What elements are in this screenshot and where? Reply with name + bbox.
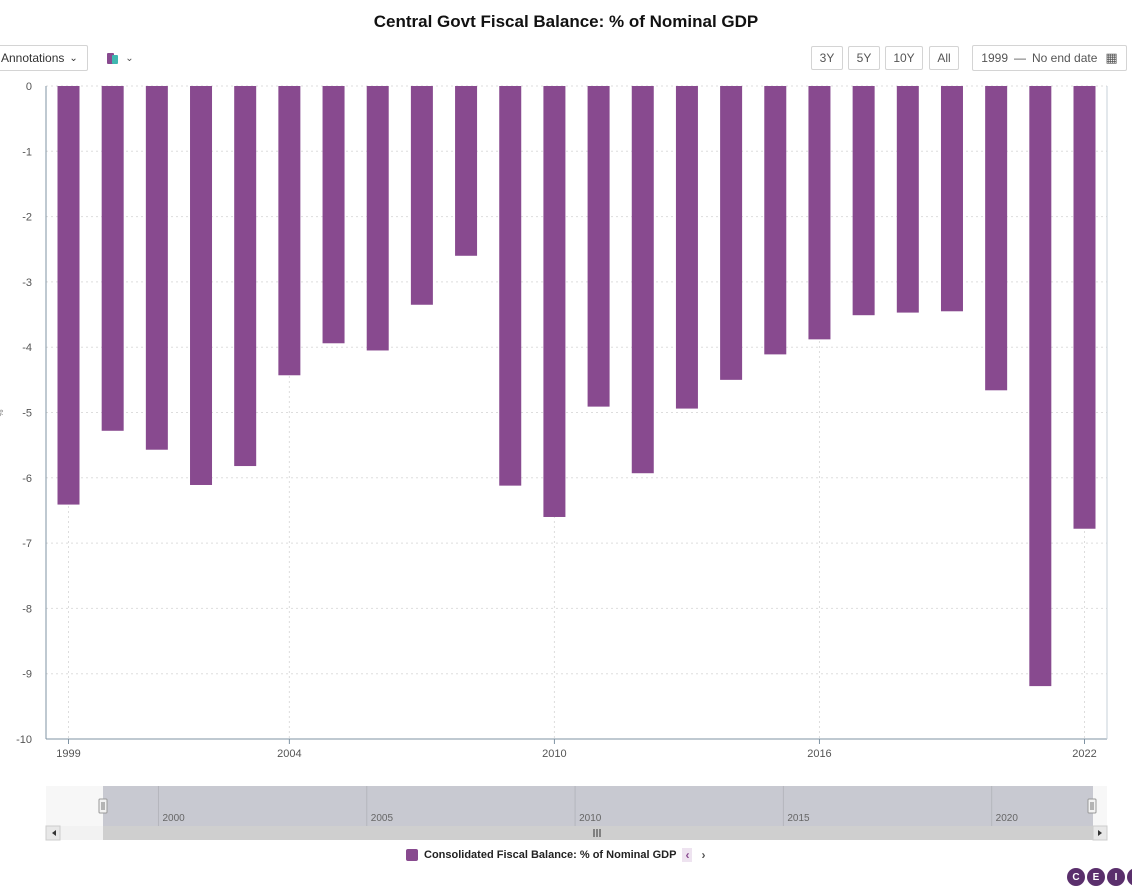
palette-dropdown[interactable]: ⌄ [104,47,136,69]
scrollbar-thumb[interactable] [103,826,1093,840]
y-tick-label: -6 [22,473,32,485]
bar [190,86,213,485]
date-start: 1999 [981,51,1008,65]
y-tick-label: -7 [22,538,32,550]
x-tick-label: 2004 [277,748,301,760]
bar [455,86,478,256]
legend-prev-button[interactable]: ‹ [682,848,693,862]
y-tick-label: -3 [22,277,32,289]
bar [985,86,1008,391]
chevron-down-icon: ⌄ [69,52,78,64]
arrow-left-icon [52,830,56,836]
bar [1029,86,1052,687]
bar [808,86,831,340]
chart-title: Central Govt Fiscal Balance: % of Nomina… [373,12,759,31]
bar [57,86,80,505]
legend: Consolidated Fiscal Balance: % of Nomina… [406,848,708,862]
bar [764,86,787,355]
navigator-handle[interactable] [1087,798,1097,814]
annotations-dropdown[interactable]: Annotations ⌄ [0,45,88,71]
bar [322,86,345,344]
y-tick-label: -1 [22,146,32,158]
y-tick-label: -8 [22,603,32,615]
x-tick-label: 2016 [807,748,831,760]
bar [278,86,301,376]
bar [101,86,124,431]
navigator-handle[interactable] [98,798,108,814]
navigator-tick-label: 2015 [787,813,810,824]
x-tick-label: 2010 [542,748,566,760]
bar [145,86,168,450]
chevron-down-icon: ⌄ [125,52,134,64]
x-tick-label: 1999 [56,748,80,760]
arrow-right-icon [1098,830,1102,836]
logo-letter: C [1067,868,1085,886]
bar [896,86,919,313]
bar [543,86,566,517]
bar [720,86,743,380]
range-3y-button[interactable]: 3Y [811,46,843,70]
legend-label[interactable]: Consolidated Fiscal Balance: % of Nomina… [424,849,677,861]
range-10y-button[interactable]: 10Y [885,46,923,70]
date-separator: — [1014,51,1026,65]
date-range-picker[interactable]: 1999 — No end date ▦ [972,45,1127,71]
range-5y-button[interactable]: 5Y [848,46,880,70]
ceic-logo: C E I C [1067,868,1132,886]
annotations-label: Annotations [1,51,65,65]
y-tick-label: -4 [22,342,32,354]
y-tick-label: -5 [22,408,32,420]
y-axis-label: % [0,409,5,416]
x-tick-label: 2022 [1072,748,1096,760]
navigator-tick-label: 2010 [579,813,602,824]
bar [1073,86,1096,529]
navigator-tick-label: 2000 [162,813,185,824]
range-all-button[interactable]: All [929,46,959,70]
bar [410,86,433,305]
navigator-tick-label: 2020 [996,813,1019,824]
y-tick-label: 0 [26,81,32,93]
bar [366,86,389,351]
navigator-tick-label: 2005 [371,813,394,824]
navigator-selection [103,786,1093,826]
bar [631,86,654,474]
calendar-icon: ▦ [1105,50,1118,65]
bar [852,86,875,316]
legend-swatch[interactable] [406,849,418,861]
bar [675,86,698,409]
y-tick-label: -2 [22,212,32,224]
logo-letter: E [1087,868,1105,886]
bar [587,86,610,407]
y-tick-label: -10 [16,734,32,746]
bar [940,86,963,312]
palette-icon [107,53,119,64]
logo-letter: C [1127,868,1132,886]
date-end: No end date [1032,51,1098,65]
y-tick-label: -9 [22,669,32,681]
bar [499,86,522,486]
bar [234,86,257,467]
legend-next-button[interactable]: › [701,848,706,862]
logo-letter: I [1107,868,1125,886]
